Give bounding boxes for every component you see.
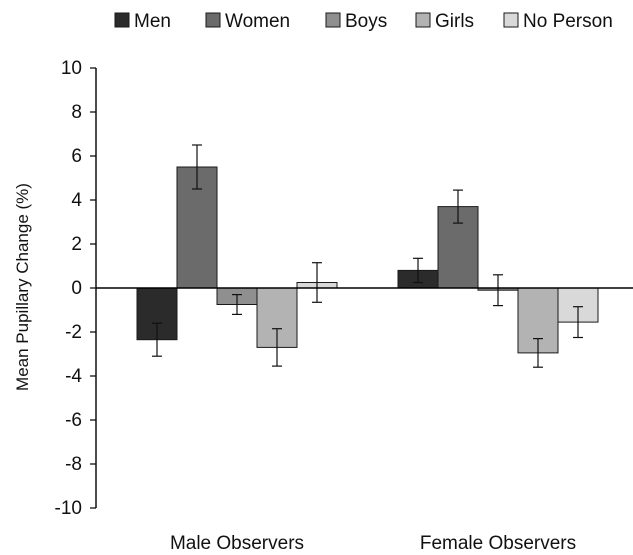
legend-item: Men [114, 11, 171, 32]
error-bar [493, 274, 503, 307]
error-bar [413, 257, 423, 284]
y-tick-label: -10 [55, 498, 82, 519]
legend-swatch [114, 12, 130, 28]
axes [95, 68, 633, 508]
error-bar [152, 322, 162, 357]
category-label: Male Observers [170, 533, 304, 554]
error-bar [312, 262, 322, 303]
category-labels: Male Observers Female Observers [170, 533, 576, 554]
category-label: Female Observers [420, 533, 576, 554]
legend-swatch [503, 12, 519, 28]
legend-item: No Person [503, 11, 613, 32]
legend-swatch [325, 12, 341, 28]
bars [136, 166, 599, 354]
y-tick-label: 0 [71, 278, 82, 299]
y-tick-label: -2 [65, 322, 82, 343]
legend: Men Women Boys Girls No Person [114, 11, 613, 32]
y-tick-label: 2 [71, 234, 82, 255]
legend-item: Women [205, 11, 290, 32]
error-bars [152, 144, 583, 368]
y-axis-ticks: -10 -8 -6 -4 -2 0 2 4 6 8 10 [55, 58, 96, 519]
y-tick-label: 8 [71, 102, 82, 123]
legend-label: Women [225, 11, 290, 32]
legend-label: Girls [435, 11, 474, 32]
legend-label: Boys [345, 11, 387, 32]
y-tick-label: -4 [65, 366, 82, 387]
legend-label: No Person [523, 11, 613, 32]
y-tick-label: 10 [61, 58, 82, 79]
y-axis-title: Mean Pupillary Change (%) [13, 183, 32, 391]
legend-label: Men [134, 11, 171, 32]
error-bar [192, 144, 202, 190]
error-bar [573, 306, 583, 339]
legend-item: Girls [415, 11, 474, 32]
y-tick-label: 4 [71, 190, 82, 211]
y-tick-label: 6 [71, 146, 82, 167]
error-bar [533, 338, 543, 368]
legend-swatch [415, 12, 431, 28]
error-bar [232, 294, 242, 315]
error-bar [453, 189, 463, 224]
y-tick-label: -6 [65, 410, 82, 431]
y-tick-label: -8 [65, 454, 82, 475]
error-bar [272, 328, 282, 367]
legend-swatch [205, 12, 221, 28]
legend-item: Boys [325, 11, 387, 32]
